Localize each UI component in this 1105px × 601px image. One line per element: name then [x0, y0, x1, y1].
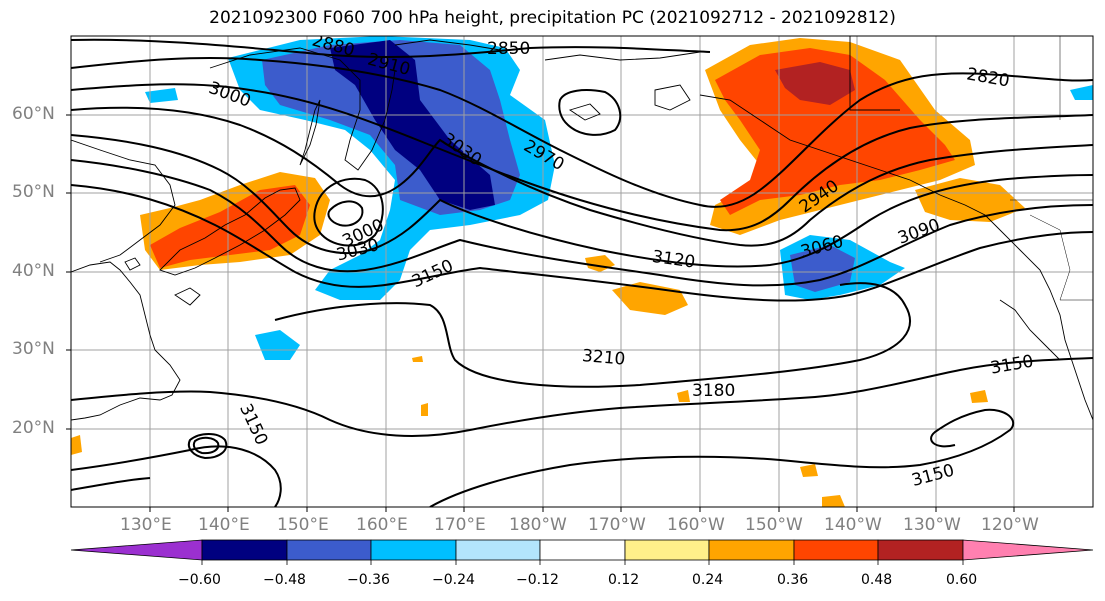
colorbar-tick-label: −0.36 [347, 572, 390, 588]
colorbar-bin [370, 539, 457, 561]
colorbar-bin [455, 539, 541, 561]
lon-label: 130°E [120, 515, 172, 535]
lon-label: 120°W [981, 515, 1039, 535]
lon-label: 160°W [667, 515, 725, 535]
map-title: 2021092300 F060 700 hPa height, precipit… [209, 8, 896, 28]
colorbar-extend-low [70, 539, 203, 561]
lon-label: 170°E [434, 515, 486, 535]
height-contours [71, 38, 1093, 507]
positive-anomaly-shading [71, 38, 1025, 507]
lon-label: 150°W [745, 515, 803, 535]
colorbar-tick-label: −0.24 [432, 572, 475, 588]
colorbar-tick-label: 0.48 [861, 572, 893, 588]
colorbar-tick-label: 0.36 [777, 572, 809, 588]
lat-label: 40°N [12, 261, 55, 281]
lon-label: 150°E [277, 515, 329, 535]
colorbar-tick-label: −0.48 [263, 572, 306, 588]
tick-marks [66, 114, 1015, 512]
colorbar-bin [708, 539, 795, 561]
colorbar-tick-label: 0.24 [692, 572, 724, 588]
colorbar-bin [286, 539, 372, 561]
lon-label: 140°E [198, 515, 250, 535]
lon-label: 170°W [588, 515, 646, 535]
lon-label: 140°W [824, 515, 882, 535]
colorbar-bin [624, 539, 710, 561]
colorbar-tick-label: 0.12 [608, 572, 640, 588]
colorbar-tick-label: 0.60 [946, 572, 978, 588]
colorbar-bin [877, 539, 964, 561]
lon-label: 160°E [356, 515, 408, 535]
lon-label: 180°W [509, 515, 567, 535]
colorbar-bin [793, 539, 879, 561]
lat-label: 60°N [12, 104, 55, 124]
colorbar-extend-high [962, 539, 1094, 561]
colorbar-bin [539, 539, 626, 561]
coastlines [71, 36, 1093, 421]
lat-label: 20°N [12, 418, 55, 438]
colorbar-tick-label: −0.12 [516, 572, 559, 588]
contour-label: 3180 [692, 381, 735, 401]
lat-label: 30°N [12, 339, 55, 359]
colorbar [70, 539, 1094, 565]
borders [1010, 36, 1093, 301]
colorbar-bin [201, 539, 288, 561]
colorbar-tick-label: −0.60 [178, 572, 221, 588]
lat-label: 50°N [12, 182, 55, 202]
contour-label: 3210 [581, 346, 626, 370]
lon-label: 130°W [903, 515, 961, 535]
contour-label: 2850 [487, 39, 530, 59]
